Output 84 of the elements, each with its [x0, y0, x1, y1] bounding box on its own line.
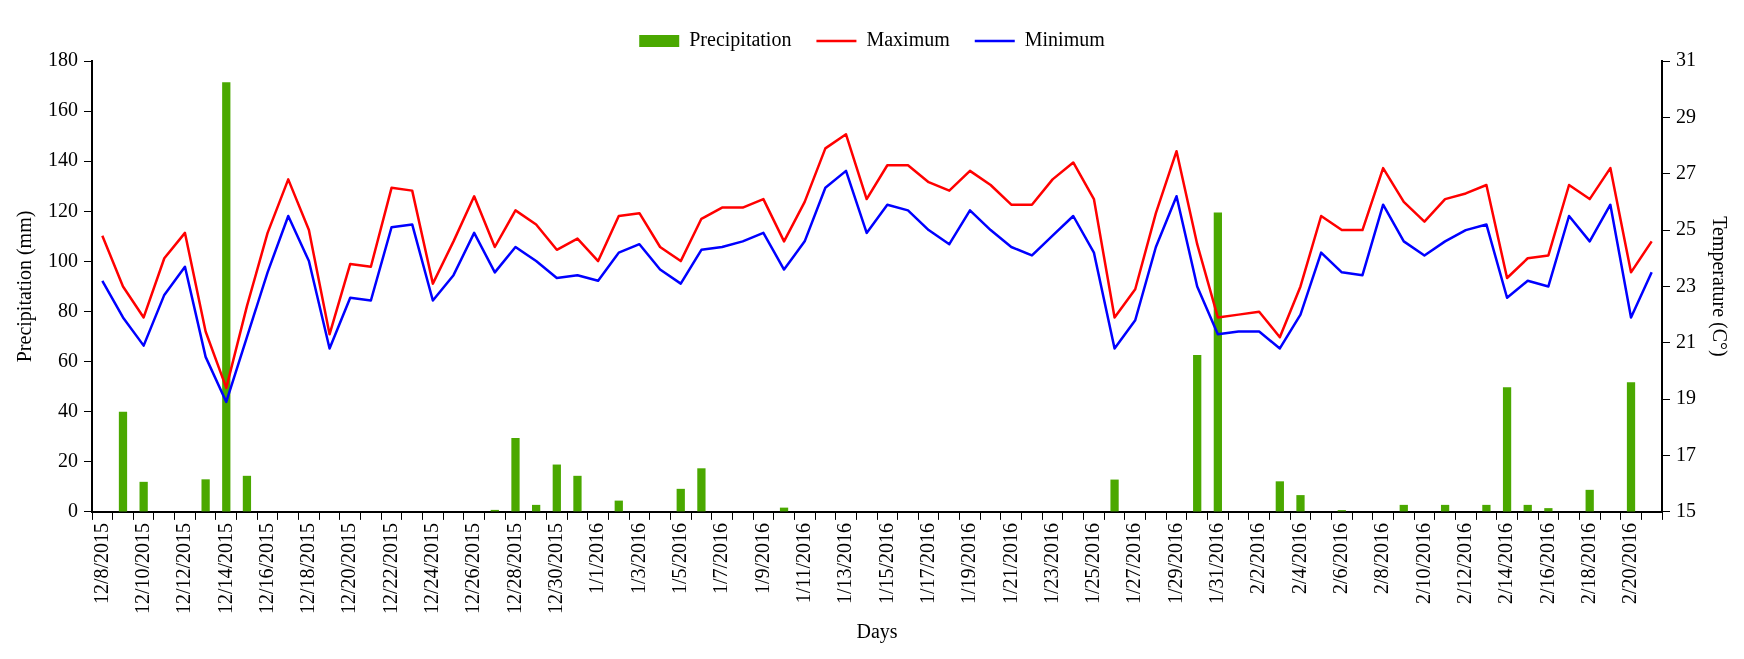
y2-tick-label: 27 — [1676, 160, 1696, 183]
x-tick-label: 12/24/2015 — [420, 522, 443, 615]
y-tick-label: 180 — [48, 48, 78, 71]
x-tick-label: 2/16/2016 — [1535, 522, 1558, 605]
y-tick-label: 160 — [48, 98, 78, 121]
x-tick-label: 1/15/2016 — [874, 522, 897, 605]
x-tick-label: 1/29/2016 — [1163, 522, 1186, 605]
x-tick-label: 1/5/2016 — [668, 522, 690, 595]
y2-tick-label: 21 — [1676, 330, 1696, 353]
x-tick-label: 12/10/2015 — [130, 522, 153, 615]
x-tick-label: 2/8/2016 — [1370, 522, 1393, 595]
bar — [1193, 355, 1202, 512]
x-tick-label: 1/3/2016 — [626, 522, 649, 595]
x-tick-label: 1/27/2016 — [1122, 522, 1145, 605]
bar — [511, 437, 520, 512]
x-tick-label: 1/21/2016 — [998, 522, 1021, 605]
bar — [139, 481, 148, 512]
x-tick-label: 1/31/2016 — [1205, 522, 1228, 605]
y2-tick-label: 29 — [1676, 104, 1696, 127]
bar — [1110, 479, 1119, 512]
x-tick-label: 2/18/2016 — [1576, 522, 1599, 605]
x-tick-label: 12/14/2015 — [213, 522, 236, 615]
bar — [1626, 382, 1636, 512]
legend-label: Minimum — [1024, 28, 1106, 51]
bar — [1502, 387, 1512, 512]
x-tick-label: 2/6/2016 — [1329, 522, 1352, 595]
x-tick-label: 1/11/2016 — [791, 522, 814, 604]
y2-tick-label: 31 — [1676, 48, 1696, 71]
legend-label: Precipitation — [689, 28, 792, 52]
x-axis-title: Days — [856, 620, 898, 644]
x-tick-label: 2/12/2016 — [1453, 522, 1475, 605]
y-tick-label: 80 — [58, 298, 78, 321]
y-tick-label: 0 — [68, 499, 78, 522]
x-tick-label: 1/1/2016 — [585, 522, 608, 595]
y2-tick-label: 19 — [1676, 386, 1696, 409]
y-tick-label: 40 — [58, 398, 78, 421]
y-tick-label: 140 — [48, 148, 78, 171]
x-tick-label: 1/17/2016 — [915, 522, 938, 605]
y-axis-title: Precipitation (mm) — [13, 210, 37, 363]
bar — [573, 475, 582, 512]
x-tick-label: 1/7/2016 — [709, 522, 732, 595]
x-tick-label: 12/12/2015 — [172, 522, 195, 615]
x-tick-label: 12/20/2015 — [337, 522, 360, 615]
bar — [676, 488, 685, 512]
x-tick-label: 12/30/2015 — [544, 522, 567, 615]
x-tick-label: 2/14/2016 — [1494, 522, 1517, 605]
x-tick-label: 1/25/2016 — [1081, 522, 1104, 605]
bar — [118, 411, 128, 512]
y2-tick-label: 17 — [1676, 442, 1696, 465]
y-tick-label: 100 — [48, 248, 78, 271]
legend-label: Maximum — [866, 28, 951, 51]
bar — [1213, 212, 1222, 512]
bar — [242, 475, 252, 512]
x-tick-label: 12/22/2015 — [378, 522, 401, 615]
bar — [1544, 508, 1553, 512]
x-tick-label: 2/20/2016 — [1618, 522, 1641, 605]
bar — [222, 82, 231, 512]
x-tick-label: 12/16/2015 — [254, 522, 277, 615]
x-tick-label: 1/23/2016 — [1039, 522, 1062, 605]
x-tick-label: 2/10/2016 — [1411, 522, 1434, 605]
y-tick-label: 60 — [58, 348, 78, 371]
y-tick-label: 120 — [48, 198, 78, 221]
y2-tick-label: 15 — [1676, 499, 1696, 522]
x-tick-label: 1/19/2016 — [957, 522, 980, 605]
y2-axis-title: Temperature (C°) — [1707, 216, 1731, 357]
bar — [697, 468, 706, 512]
x-tick-label: 12/28/2015 — [502, 522, 525, 615]
x-tick-label: 2/4/2016 — [1287, 522, 1310, 595]
bar — [1296, 495, 1305, 512]
x-tick-label: 12/8/2015 — [89, 522, 112, 605]
bar — [1275, 481, 1284, 512]
bar — [1482, 504, 1491, 512]
x-tick-label: 1/9/2016 — [750, 522, 773, 595]
bar — [201, 479, 210, 512]
y2-tick-label: 23 — [1676, 273, 1696, 296]
bar — [552, 464, 561, 512]
bar — [614, 500, 623, 512]
x-tick-label: 12/18/2015 — [296, 522, 319, 615]
x-tick-label: 1/13/2016 — [833, 522, 856, 605]
x-tick-label: 2/2/2016 — [1246, 522, 1269, 595]
y2-tick-label: 25 — [1676, 217, 1696, 240]
bar — [1585, 489, 1594, 512]
x-tick-label: 12/26/2015 — [461, 522, 484, 615]
y-tick-label: 20 — [58, 449, 78, 472]
